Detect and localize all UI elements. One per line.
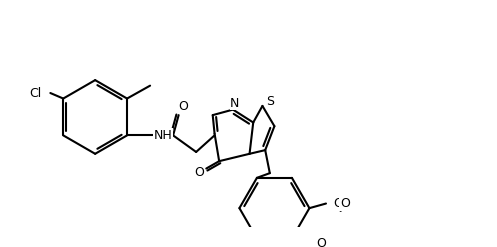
Text: O: O (194, 166, 204, 179)
Text: NH: NH (154, 129, 172, 142)
Text: O: O (316, 237, 326, 247)
Text: S: S (266, 95, 274, 108)
Text: Cl: Cl (29, 86, 41, 100)
Text: N: N (230, 97, 240, 110)
Text: O: O (340, 197, 350, 210)
Text: O: O (333, 197, 343, 210)
Text: O: O (178, 100, 188, 113)
